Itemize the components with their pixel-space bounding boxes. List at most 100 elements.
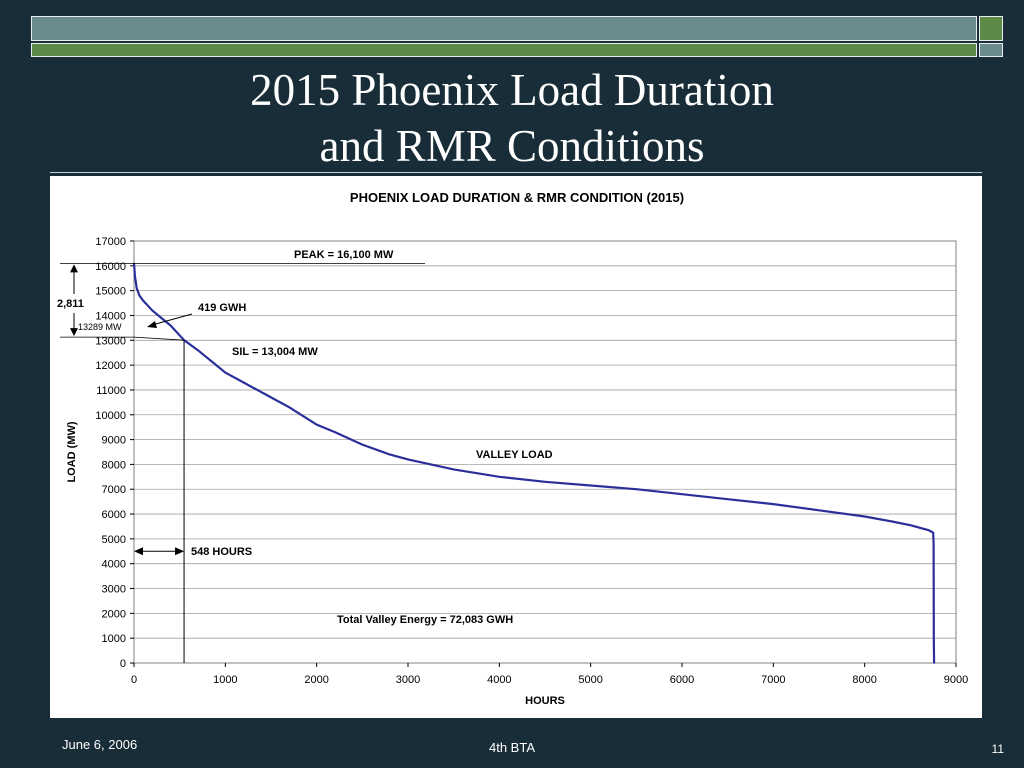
y-tick-label-6000: 6000 <box>102 509 126 521</box>
footer-date: June 6, 2006 <box>62 737 138 752</box>
series-point-0-14 <box>288 406 291 409</box>
x-axis-label: HOURS <box>525 695 565 707</box>
x-tick-label-9000: 9000 <box>944 674 968 686</box>
y-tick-label-14000: 14000 <box>95 310 126 322</box>
y-tick-label-8000: 8000 <box>102 459 126 471</box>
annotation-valley-load: VALLEY LOAD <box>476 449 553 461</box>
x-tick-label-7000: 7000 <box>761 674 785 686</box>
x-tick-label-3000: 3000 <box>396 674 420 686</box>
series-point-0-19 <box>407 458 409 461</box>
series-point-0-24 <box>635 488 638 491</box>
series-point-0-13 <box>270 396 272 399</box>
title-divider <box>50 172 982 173</box>
series-point-0-4 <box>142 299 144 302</box>
series-point-0-12 <box>242 381 245 384</box>
y-tick-label-15000: 15000 <box>95 286 126 298</box>
annotation-total-valley-energy: Total Valley Energy = 72,083 GWH <box>337 614 513 626</box>
header-square-bottom <box>979 43 1003 57</box>
grid-lines <box>134 265 956 639</box>
series-point-0-35 <box>933 637 935 639</box>
x-tick-label-2000: 2000 <box>304 674 328 686</box>
chart-panel: 0 1000 2000 3000 4000 5000 6000 7000 8000 9000 100… <box>50 176 982 718</box>
series-point-0-18 <box>388 453 391 456</box>
series-point-0-17 <box>361 443 364 446</box>
series-line-0 <box>132 263 936 664</box>
x-tick-label-8000: 8000 <box>852 674 876 686</box>
annotation-548-hours: 548 HOURS <box>191 546 252 558</box>
slide-title: 2015 Phoenix Load Duration and RMR Condi… <box>0 62 1024 174</box>
x-tick-label-5000: 5000 <box>578 674 602 686</box>
series-point-0-29 <box>863 515 866 518</box>
series-point-0-3 <box>138 294 141 297</box>
y-tick-label-7000: 7000 <box>102 484 126 496</box>
y-axis-label: LOAD (MW) <box>66 421 78 482</box>
gwh-arrow-shaft <box>151 313 193 326</box>
page-number: 11 <box>991 742 1004 756</box>
load-duration-chart: 0 1000 2000 3000 4000 5000 6000 7000 8000 9000 100… <box>57 190 968 707</box>
y-tick-label-5000: 5000 <box>102 534 126 546</box>
header-bar-top <box>31 16 977 41</box>
series-point-0-2 <box>135 287 138 289</box>
x-tick-label-1000: 1000 <box>213 674 237 686</box>
annotation-13289-mw: 13289 MW <box>78 322 122 332</box>
tick-labels: 0 1000 2000 3000 4000 5000 6000 7000 8000 9000 100… <box>95 236 968 686</box>
y-tick-label-0: 0 <box>120 658 126 670</box>
y-tick-label-10000: 10000 <box>95 410 126 422</box>
series-point-0-33 <box>932 531 934 534</box>
plot-area <box>133 240 957 664</box>
series-point-0-23 <box>589 484 592 487</box>
y-tick-label-2000: 2000 <box>102 608 126 620</box>
gwh-arrow-head <box>147 321 157 328</box>
slide-title-line-2: and RMR Conditions <box>319 121 705 171</box>
annotation-2811: 2,811 <box>57 298 84 310</box>
series-point-0-7 <box>169 324 172 327</box>
series-point-0-9 <box>197 349 199 351</box>
y-tick-label-16000: 16000 <box>95 261 126 273</box>
annotations-layer <box>60 262 425 663</box>
series-point-0-11 <box>224 371 227 374</box>
y-tick-label-3000: 3000 <box>102 584 126 596</box>
series-point-0-6 <box>160 317 163 319</box>
header-square-top <box>979 16 1003 41</box>
delta-arrow-bottom-head <box>70 328 78 337</box>
series-point-0-5 <box>151 309 154 312</box>
axes <box>130 240 957 667</box>
x-tick-label-4000: 4000 <box>487 674 511 686</box>
sil-connector <box>133 336 185 341</box>
series-point-0-20 <box>452 468 455 471</box>
x-tick-label-0: 0 <box>131 674 137 686</box>
y-tick-label-11000: 11000 <box>96 385 126 397</box>
annotation-peak: PEAK = 16,100 MW <box>294 249 394 261</box>
series-point-0-27 <box>772 503 775 505</box>
slide-title-line-1: 2015 Phoenix Load Duration <box>250 65 774 115</box>
header-bar-bottom <box>31 43 977 57</box>
y-tick-label-13000: 13000 <box>95 335 126 347</box>
series-point-0-31 <box>909 524 912 526</box>
series-point-0-28 <box>818 509 820 512</box>
y-tick-label-9000: 9000 <box>102 435 126 447</box>
hours-arrow-right-head <box>175 547 185 556</box>
series-point-0-10 <box>215 364 217 366</box>
series-point-0-26 <box>726 498 729 501</box>
series-layer <box>132 262 936 664</box>
delta-arrow-top-head <box>70 264 78 273</box>
series-point-0-21 <box>498 476 501 478</box>
footer-center-text: 4th BTA <box>488 740 535 755</box>
annotation-sil: SIL = 13,004 MW <box>232 346 318 358</box>
y-tick-label-4000: 4000 <box>102 559 126 571</box>
series-point-0-32 <box>927 529 930 531</box>
series-point-0-15 <box>315 423 318 426</box>
y-tick-label-1000: 1000 <box>102 633 126 645</box>
series-point-0-16 <box>334 431 336 433</box>
series-point-0-1 <box>134 275 136 277</box>
y-tick-label-17000: 17000 <box>95 236 126 248</box>
y-tick-label-12000: 12000 <box>95 360 126 372</box>
chart-title: PHOENIX LOAD DURATION & RMR CONDITION (2… <box>350 190 684 205</box>
series-point-0-36 <box>933 662 935 664</box>
series-point-0-34 <box>932 543 935 545</box>
series-point-0-22 <box>544 481 546 483</box>
hours-arrow-left-head <box>134 547 143 556</box>
series-point-0-25 <box>681 493 683 496</box>
series-point-0-30 <box>891 520 893 523</box>
x-tick-label-6000: 6000 <box>670 674 694 686</box>
